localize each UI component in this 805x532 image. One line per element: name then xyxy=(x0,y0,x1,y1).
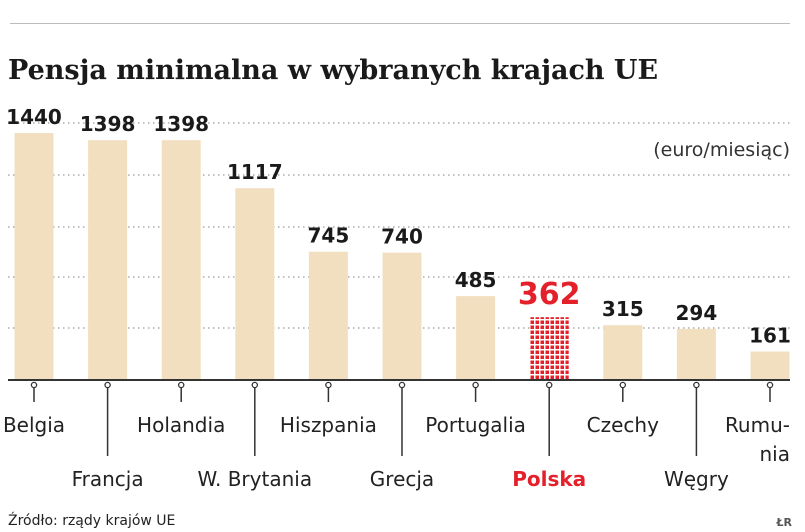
bar-portugalia xyxy=(456,296,496,379)
tick-knob-portugalia xyxy=(472,381,479,389)
tick-knob-holandia xyxy=(177,381,185,389)
category-labels: Belgia Francja Holandia W. Brytania Hiszpani… xyxy=(3,413,790,491)
unit-label: (euro/miesiąc) xyxy=(653,139,790,161)
chart-title: Pensja minimalna w wybranych krajach UE xyxy=(8,55,658,86)
value-label-portugalia: 485 xyxy=(455,268,497,292)
category-label-line: Rumu- xyxy=(725,413,790,437)
category-label-line: Hiszpania xyxy=(280,413,377,437)
source-note: Źródło: rządy krajów UE xyxy=(8,511,175,529)
bar-wegry xyxy=(676,328,716,379)
tick-knob-wegry xyxy=(693,381,700,389)
category-label-hiszpania: Hiszpania xyxy=(280,413,377,437)
bar-rumunia xyxy=(750,351,790,379)
tick-knob-hiszpania xyxy=(325,381,332,389)
category-label-holandia: Holandia xyxy=(137,413,225,437)
bar-holandia xyxy=(161,140,201,379)
tick-knob-belgia xyxy=(30,381,38,389)
category-label-polska: Polska xyxy=(512,467,586,491)
category-label-francja: Francja xyxy=(72,467,144,491)
category-label-belgia: Belgia xyxy=(3,413,65,437)
value-label-grecja: 740 xyxy=(381,225,423,249)
value-label-hiszpania: 745 xyxy=(308,224,350,248)
tick-knob-rumunia xyxy=(766,381,774,389)
value-label-wegry: 294 xyxy=(676,301,718,325)
category-label-line: Belgia xyxy=(3,413,65,437)
category-label-wegry: Węgry xyxy=(664,467,729,491)
top-rule xyxy=(10,23,790,24)
value-label-rumunia: 161 xyxy=(749,324,791,348)
bar-hiszpania xyxy=(308,251,348,379)
category-label-line: Francja xyxy=(72,467,144,491)
bars xyxy=(14,133,790,379)
category-ticks xyxy=(30,381,774,456)
value-label-czechy: 315 xyxy=(602,297,644,321)
tick-knob-czechy xyxy=(619,381,627,389)
bar-czechy xyxy=(603,325,643,379)
tick-knob-w-brytania xyxy=(251,381,259,389)
category-label-line: Węgry xyxy=(664,467,729,491)
category-label-line: Grecja xyxy=(370,467,434,491)
tick-knob-polska xyxy=(545,381,553,389)
bar-grecja xyxy=(382,252,422,379)
value-labels: 1440 1398 1398 1117 745 740 485 362 315 294 161 xyxy=(6,105,791,348)
bar-polska xyxy=(529,317,569,379)
value-label-w-brytania: 1117 xyxy=(227,160,283,184)
value-label-polska: 362 xyxy=(518,277,581,312)
category-label-line: Polska xyxy=(512,467,586,491)
category-label-grecja: Grecja xyxy=(370,467,434,491)
tick-knob-grecja xyxy=(398,381,406,389)
category-label-line: Portugalia xyxy=(425,413,526,437)
category-label-rumunia: Rumu-nia xyxy=(725,413,790,466)
bar-francja xyxy=(88,140,128,379)
x-axis-baseline xyxy=(8,379,790,381)
category-label-czechy: Czechy xyxy=(587,413,659,437)
category-label-line: Czechy xyxy=(587,413,659,437)
category-label-line: Holandia xyxy=(137,413,225,437)
value-label-francja: 1398 xyxy=(80,112,136,136)
category-label-line: nia xyxy=(760,442,791,466)
bar-belgia xyxy=(14,133,54,379)
category-label-line: W. Brytania xyxy=(198,467,313,491)
value-label-holandia: 1398 xyxy=(153,112,209,136)
value-label-belgia: 1440 xyxy=(6,105,62,129)
category-label-w-brytania: W. Brytania xyxy=(198,467,313,491)
bar-w-brytania xyxy=(235,188,275,379)
tick-knob-francja xyxy=(104,381,111,389)
category-label-portugalia: Portugalia xyxy=(425,413,526,437)
author-initials: ŁR xyxy=(775,516,792,529)
